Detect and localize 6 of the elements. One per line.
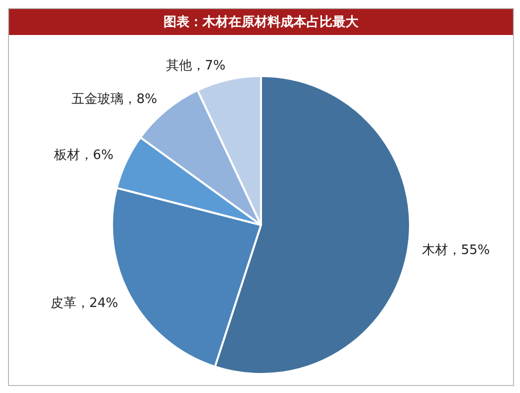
- slice-label: 皮革，24%: [50, 296, 118, 311]
- slice-label: 木材，55%: [422, 242, 490, 258]
- slice-label: 其他，7%: [166, 58, 226, 74]
- chart-title: 图表：木材在原材料成本占比最大: [9, 9, 513, 35]
- slice-label: 板材，6%: [52, 148, 114, 163]
- slice-label: 五金玻璃，8%: [71, 92, 158, 107]
